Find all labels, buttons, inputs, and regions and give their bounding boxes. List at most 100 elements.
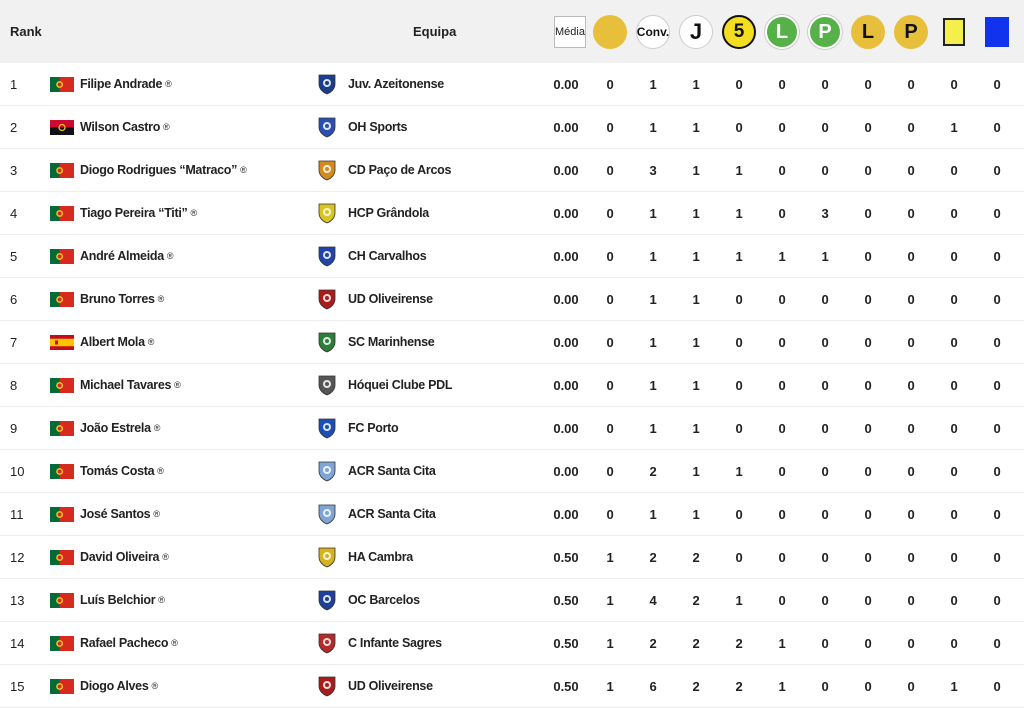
team-cell[interactable]: C Infante Sagres [316,622,536,664]
team-header[interactable]: Equipa [413,24,457,39]
player-name[interactable]: Michael Tavares [80,378,172,392]
player-name[interactable]: Bruno Torres [80,292,155,306]
stat-cell: 0 [735,420,743,436]
stat-cell: 0 [907,635,915,651]
l-gold-icon[interactable]: L [850,14,886,50]
team-name[interactable]: HCP Grândola [348,206,429,220]
country-flag-icon [50,291,74,307]
team-name[interactable]: ACR Santa Cita [348,464,436,478]
team-name[interactable]: Hóquei Clube PDL [348,378,453,392]
team-cell[interactable]: ACR Santa Cita [316,493,536,535]
team-cell[interactable]: HCP Grândola [316,192,536,234]
player-name[interactable]: André Almeida [80,249,164,263]
l-green-icon[interactable]: L [764,14,800,50]
media-header[interactable]: Média [552,14,588,50]
team-cell[interactable]: ACR Santa Cita [316,450,536,492]
stat-cell: 0 [907,592,915,608]
player-name[interactable]: Albert Mola [80,335,145,349]
team-cell[interactable]: UD Oliveirense [316,665,536,707]
team-cell[interactable]: FC Porto [316,407,536,449]
team-cell[interactable]: CH Carvalhos [316,235,536,277]
conv-icon[interactable]: Conv. [635,14,671,50]
team-name[interactable]: C Infante Sagres [348,636,442,650]
team-cell[interactable]: UD Oliveirense [316,278,536,320]
player-cell[interactable]: Tiago Pereira “Titi” ® [50,192,310,234]
yellow-card-icon[interactable] [936,14,972,50]
player-cell[interactable]: Filipe Andrade ® [50,63,310,105]
team-crest-icon [316,202,338,224]
team-cell[interactable]: CD Paço de Arcos [316,149,536,191]
player-name[interactable]: Tomás Costa [80,464,155,478]
stat-cell: 2 [649,635,657,651]
team-cell[interactable]: SC Marinhense [316,321,536,363]
five-icon[interactable]: 5 [721,14,757,50]
stat-cell: 1 [649,119,657,135]
player-cell[interactable]: André Almeida ® [50,235,310,277]
player-name[interactable]: Wilson Castro [80,120,161,134]
blue-card-icon[interactable] [979,14,1015,50]
player-name[interactable]: Filipe Andrade [80,77,163,91]
table-row: 8 Michael Tavares ® Hóquei Clube PDL 0.00 0 1 1… [0,364,1024,407]
team-name[interactable]: OH Sports [348,120,408,134]
player-cell[interactable]: Rafael Pacheco ® [50,622,310,664]
player-name[interactable]: Diogo Alves [80,679,149,693]
team-name[interactable]: OC Barcelos [348,593,420,607]
player-cell[interactable]: Diogo Rodrigues “Matraco” ® [50,149,310,191]
team-cell[interactable]: Hóquei Clube PDL [316,364,536,406]
stat-cell: 1 [735,463,743,479]
player-cell[interactable]: João Estrela ® [50,407,310,449]
player-name[interactable]: David Oliveira [80,550,160,564]
p-green-icon[interactable]: P [807,14,843,50]
team-cell[interactable]: OC Barcelos [316,579,536,621]
l-gold-label: L [851,15,885,49]
stat-cell: 2 [735,635,743,651]
table-row: 15 Diogo Alves ® UD Oliveirense 0.50 1 6 2 2 1 0 0 0… [0,665,1024,708]
registered-mark: ® [163,122,170,132]
team-name[interactable]: UD Oliveirense [348,679,433,693]
stat-cell: 1 [692,119,700,135]
stat-cell: 0 [778,205,786,221]
stat-cell: 0 [950,291,958,307]
rank-header[interactable]: Rank [10,24,42,39]
team-cell[interactable]: Juv. Azeitonense [316,63,536,105]
team-name[interactable]: SC Marinhense [348,335,435,349]
player-cell[interactable]: Bruno Torres ® [50,278,310,320]
player-cell[interactable]: Diogo Alves ® [50,665,310,707]
team-cell[interactable]: HA Cambra [316,536,536,578]
team-name[interactable]: ACR Santa Cita [348,507,436,521]
player-name[interactable]: Luís Belchior [80,593,156,607]
player-name[interactable]: João Estrela [80,421,151,435]
stat-cell: 3 [821,205,829,221]
player-cell[interactable]: Michael Tavares ® [50,364,310,406]
player-name[interactable]: Rafael Pacheco [80,636,169,650]
stat-cell: 0 [950,420,958,436]
team-name[interactable]: UD Oliveirense [348,292,433,306]
team-cell[interactable]: OH Sports [316,106,536,148]
player-cell[interactable]: Tomás Costa ® [50,450,310,492]
media-cell: 0.50 [553,549,579,565]
table-row: 13 Luís Belchior ® OC Barcelos 0.50 1 4 2 1 0 0 0 0 0… [0,579,1024,622]
player-name[interactable]: Tiago Pereira “Titi” [80,206,188,220]
player-cell[interactable]: David Oliveira ® [50,536,310,578]
team-name[interactable]: HA Cambra [348,550,413,564]
stat-cell: 0 [735,549,743,565]
j-icon[interactable]: J [678,14,714,50]
player-cell[interactable]: José Santos ® [50,493,310,535]
p-gold-icon[interactable]: P [893,14,929,50]
stat-cell: 0 [606,291,614,307]
table-row: 9 João Estrela ® FC Porto 0.00 0 1 1 0 0 0 0 0 0 0 [0,407,1024,450]
team-name[interactable]: CH Carvalhos [348,249,427,263]
yellow-dot-icon[interactable] [592,14,628,50]
team-crest-icon [316,374,338,396]
player-cell[interactable]: Albert Mola ® [50,321,310,363]
team-name[interactable]: CD Paço de Arcos [348,163,452,177]
stat-cell: 2 [692,635,700,651]
player-name[interactable]: José Santos [80,507,151,521]
player-cell[interactable]: Wilson Castro ® [50,106,310,148]
stat-cell: 0 [907,420,915,436]
team-name[interactable]: FC Porto [348,421,399,435]
player-cell[interactable]: Luís Belchior ® [50,579,310,621]
player-name[interactable]: Diogo Rodrigues “Matraco” [80,163,238,177]
team-name[interactable]: Juv. Azeitonense [348,77,444,91]
